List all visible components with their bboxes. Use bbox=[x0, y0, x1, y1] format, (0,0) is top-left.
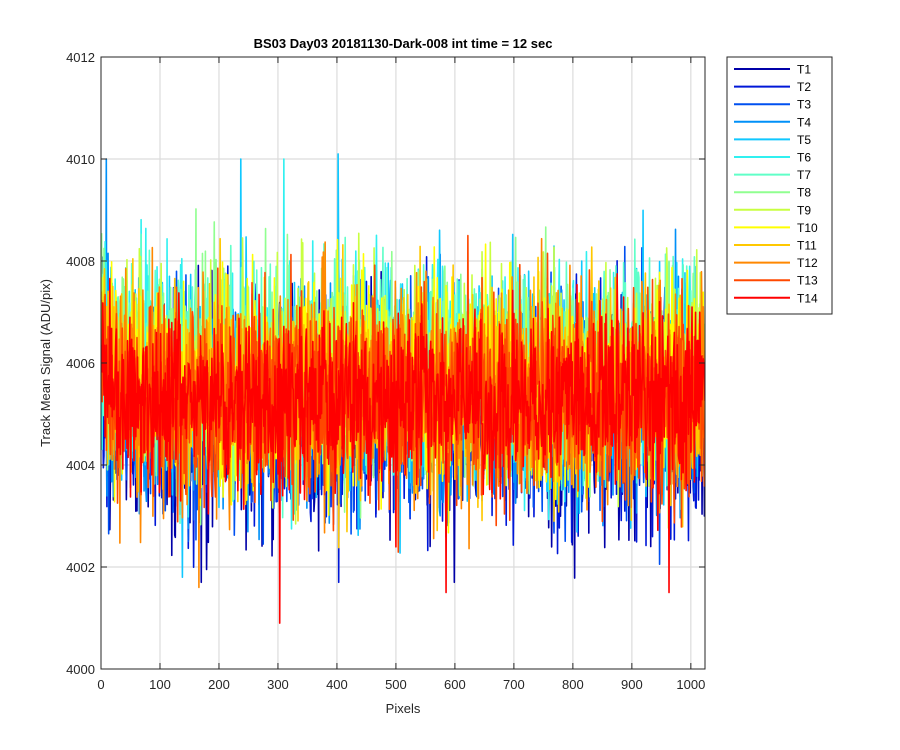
tick-marks bbox=[100, 56, 705, 670]
y-tick-label: 4002 bbox=[66, 560, 95, 575]
legend-label: T8 bbox=[797, 186, 811, 200]
y-tick-label: 4006 bbox=[66, 356, 95, 371]
legend-label: T2 bbox=[797, 80, 811, 94]
y-tick-labels: 4000 4002 4004 4006 4008 4010 4012 bbox=[66, 50, 95, 677]
legend-item-t1: T1 bbox=[734, 63, 811, 77]
legend-item-t12: T12 bbox=[734, 256, 818, 270]
legend-item-t5: T5 bbox=[734, 133, 811, 147]
x-tick-label: 400 bbox=[326, 677, 348, 692]
legend: T1 T2 T3 T4 T5 T6 T7 T8 T9 T10 T11 T12 T13 T14 bbox=[726, 56, 833, 315]
x-tick-label: 300 bbox=[267, 677, 289, 692]
plot-area: 0 100 200 300 400 500 600 700 800 900 1000 4000400… bbox=[66, 50, 706, 692]
y-tick-label: 4000 bbox=[66, 662, 95, 677]
legend-item-t3: T3 bbox=[734, 98, 811, 112]
legend-item-t9: T9 bbox=[734, 203, 811, 217]
x-tick-label: 700 bbox=[503, 677, 525, 692]
legend-item-t6: T6 bbox=[734, 151, 811, 165]
legend-item-t2: T2 bbox=[734, 80, 811, 94]
y-tick-label: 4010 bbox=[66, 152, 95, 167]
legend-label: T7 bbox=[797, 168, 811, 182]
x-tick-label: 600 bbox=[444, 677, 466, 692]
legend-item-t10: T10 bbox=[734, 221, 818, 235]
y-axis-label: Track Mean Signal (ADU/pix) bbox=[38, 279, 53, 447]
legend-label: T10 bbox=[797, 221, 818, 235]
legend-item-t13: T13 bbox=[734, 274, 818, 288]
x-tick-label: 800 bbox=[562, 677, 584, 692]
x-axis-label: Pixels bbox=[386, 701, 421, 716]
legend-box bbox=[726, 56, 833, 315]
legend-label: T4 bbox=[797, 115, 811, 129]
x-tick-label: 900 bbox=[621, 677, 643, 692]
legend-label: T6 bbox=[797, 151, 811, 165]
y-tick-label: 4012 bbox=[66, 50, 95, 65]
legend-label: T3 bbox=[797, 98, 811, 112]
legend-item-t7: T7 bbox=[734, 168, 811, 182]
legend-item-t8: T8 bbox=[734, 186, 811, 200]
x-tick-labels: 0 100 200 300 400 500 600 700 800 900 1000 bbox=[97, 677, 705, 692]
legend-label: T5 bbox=[797, 133, 811, 147]
legend-item-t11: T11 bbox=[734, 239, 817, 253]
legend-label: T9 bbox=[797, 203, 811, 217]
x-tick-label: 0 bbox=[97, 677, 104, 692]
legend-label: T13 bbox=[797, 274, 818, 288]
x-tick-label: 500 bbox=[385, 677, 407, 692]
y-tick-label: 4008 bbox=[66, 254, 95, 269]
legend-label: T12 bbox=[797, 256, 818, 270]
y-tick-label: 4004 bbox=[66, 458, 95, 473]
legend-label: T1 bbox=[797, 63, 811, 77]
chart-title: BS03 Day03 20181130-Dark-008 int time = … bbox=[254, 36, 553, 51]
x-tick-label: 100 bbox=[149, 677, 171, 692]
legend-item-t14: T14 bbox=[734, 291, 818, 305]
legend-label: T11 bbox=[797, 239, 817, 253]
x-tick-label: 200 bbox=[208, 677, 230, 692]
x-tick-label: 1000 bbox=[676, 677, 705, 692]
legend-label: T14 bbox=[797, 291, 818, 305]
series-lines bbox=[101, 153, 705, 624]
legend-items: T1 T2 T3 T4 T5 T6 T7 T8 T9 T10 T11 T12 T13 T14 bbox=[734, 63, 818, 305]
legend-item-t4: T4 bbox=[734, 115, 811, 129]
series-line-t14 bbox=[101, 272, 705, 624]
